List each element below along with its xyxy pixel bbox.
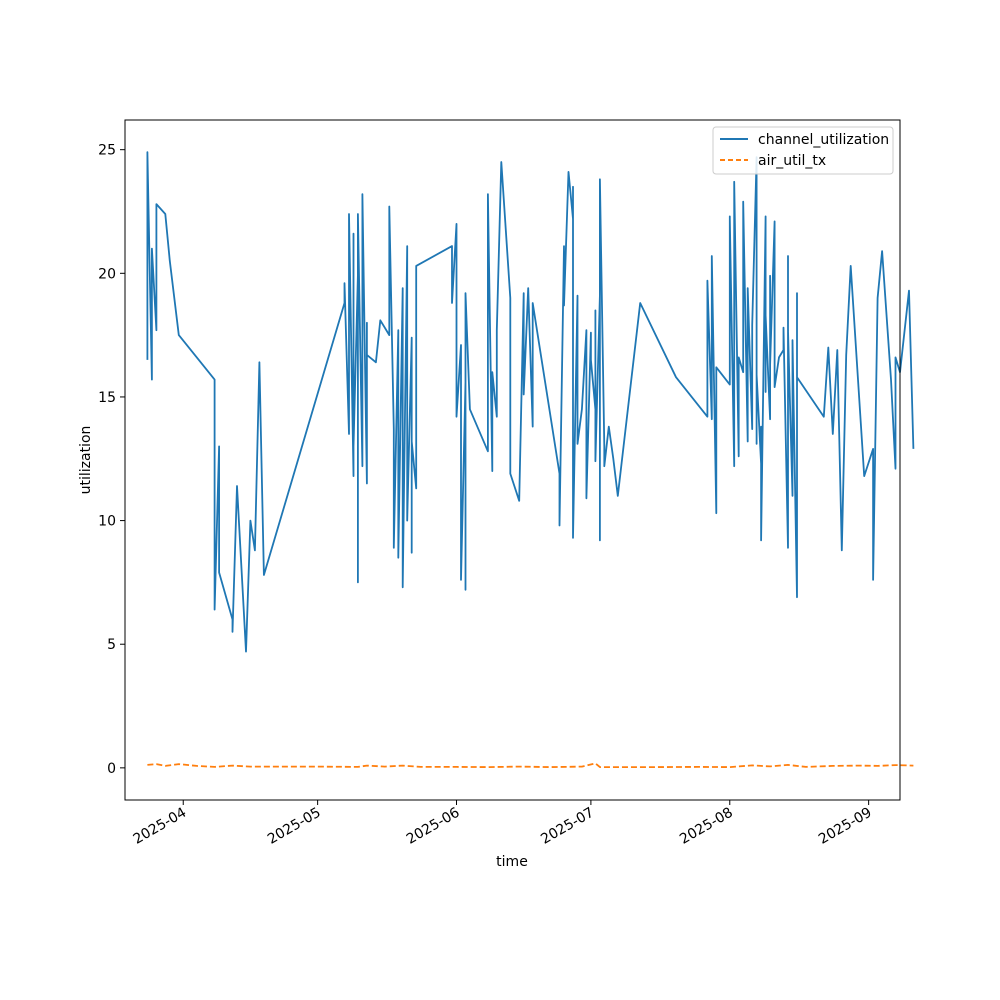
plot-area xyxy=(125,120,900,800)
series-line-air-util-tx xyxy=(147,762,914,768)
y-axis-label: utilization xyxy=(78,426,94,495)
legend-label-channel-utilization: channel_utilization xyxy=(758,132,889,148)
legend-box xyxy=(712,126,894,175)
legend-label-air-util-tx: air_util_tx xyxy=(758,153,826,169)
y-tick-label: 5 xyxy=(107,637,116,653)
series-line-channel-utilization xyxy=(146,151,915,653)
x-axis-label: time xyxy=(496,854,528,870)
y-tick-label: 15 xyxy=(98,390,116,406)
y-tick-label: 0 xyxy=(107,761,116,777)
legend: channel_utilization air_util_tx xyxy=(712,126,894,175)
y-tick-label: 10 xyxy=(98,514,116,530)
series-layer xyxy=(146,151,915,768)
plot-frame xyxy=(124,119,901,801)
y-tick-label: 25 xyxy=(98,143,116,159)
y-tick-label: 20 xyxy=(98,266,116,282)
